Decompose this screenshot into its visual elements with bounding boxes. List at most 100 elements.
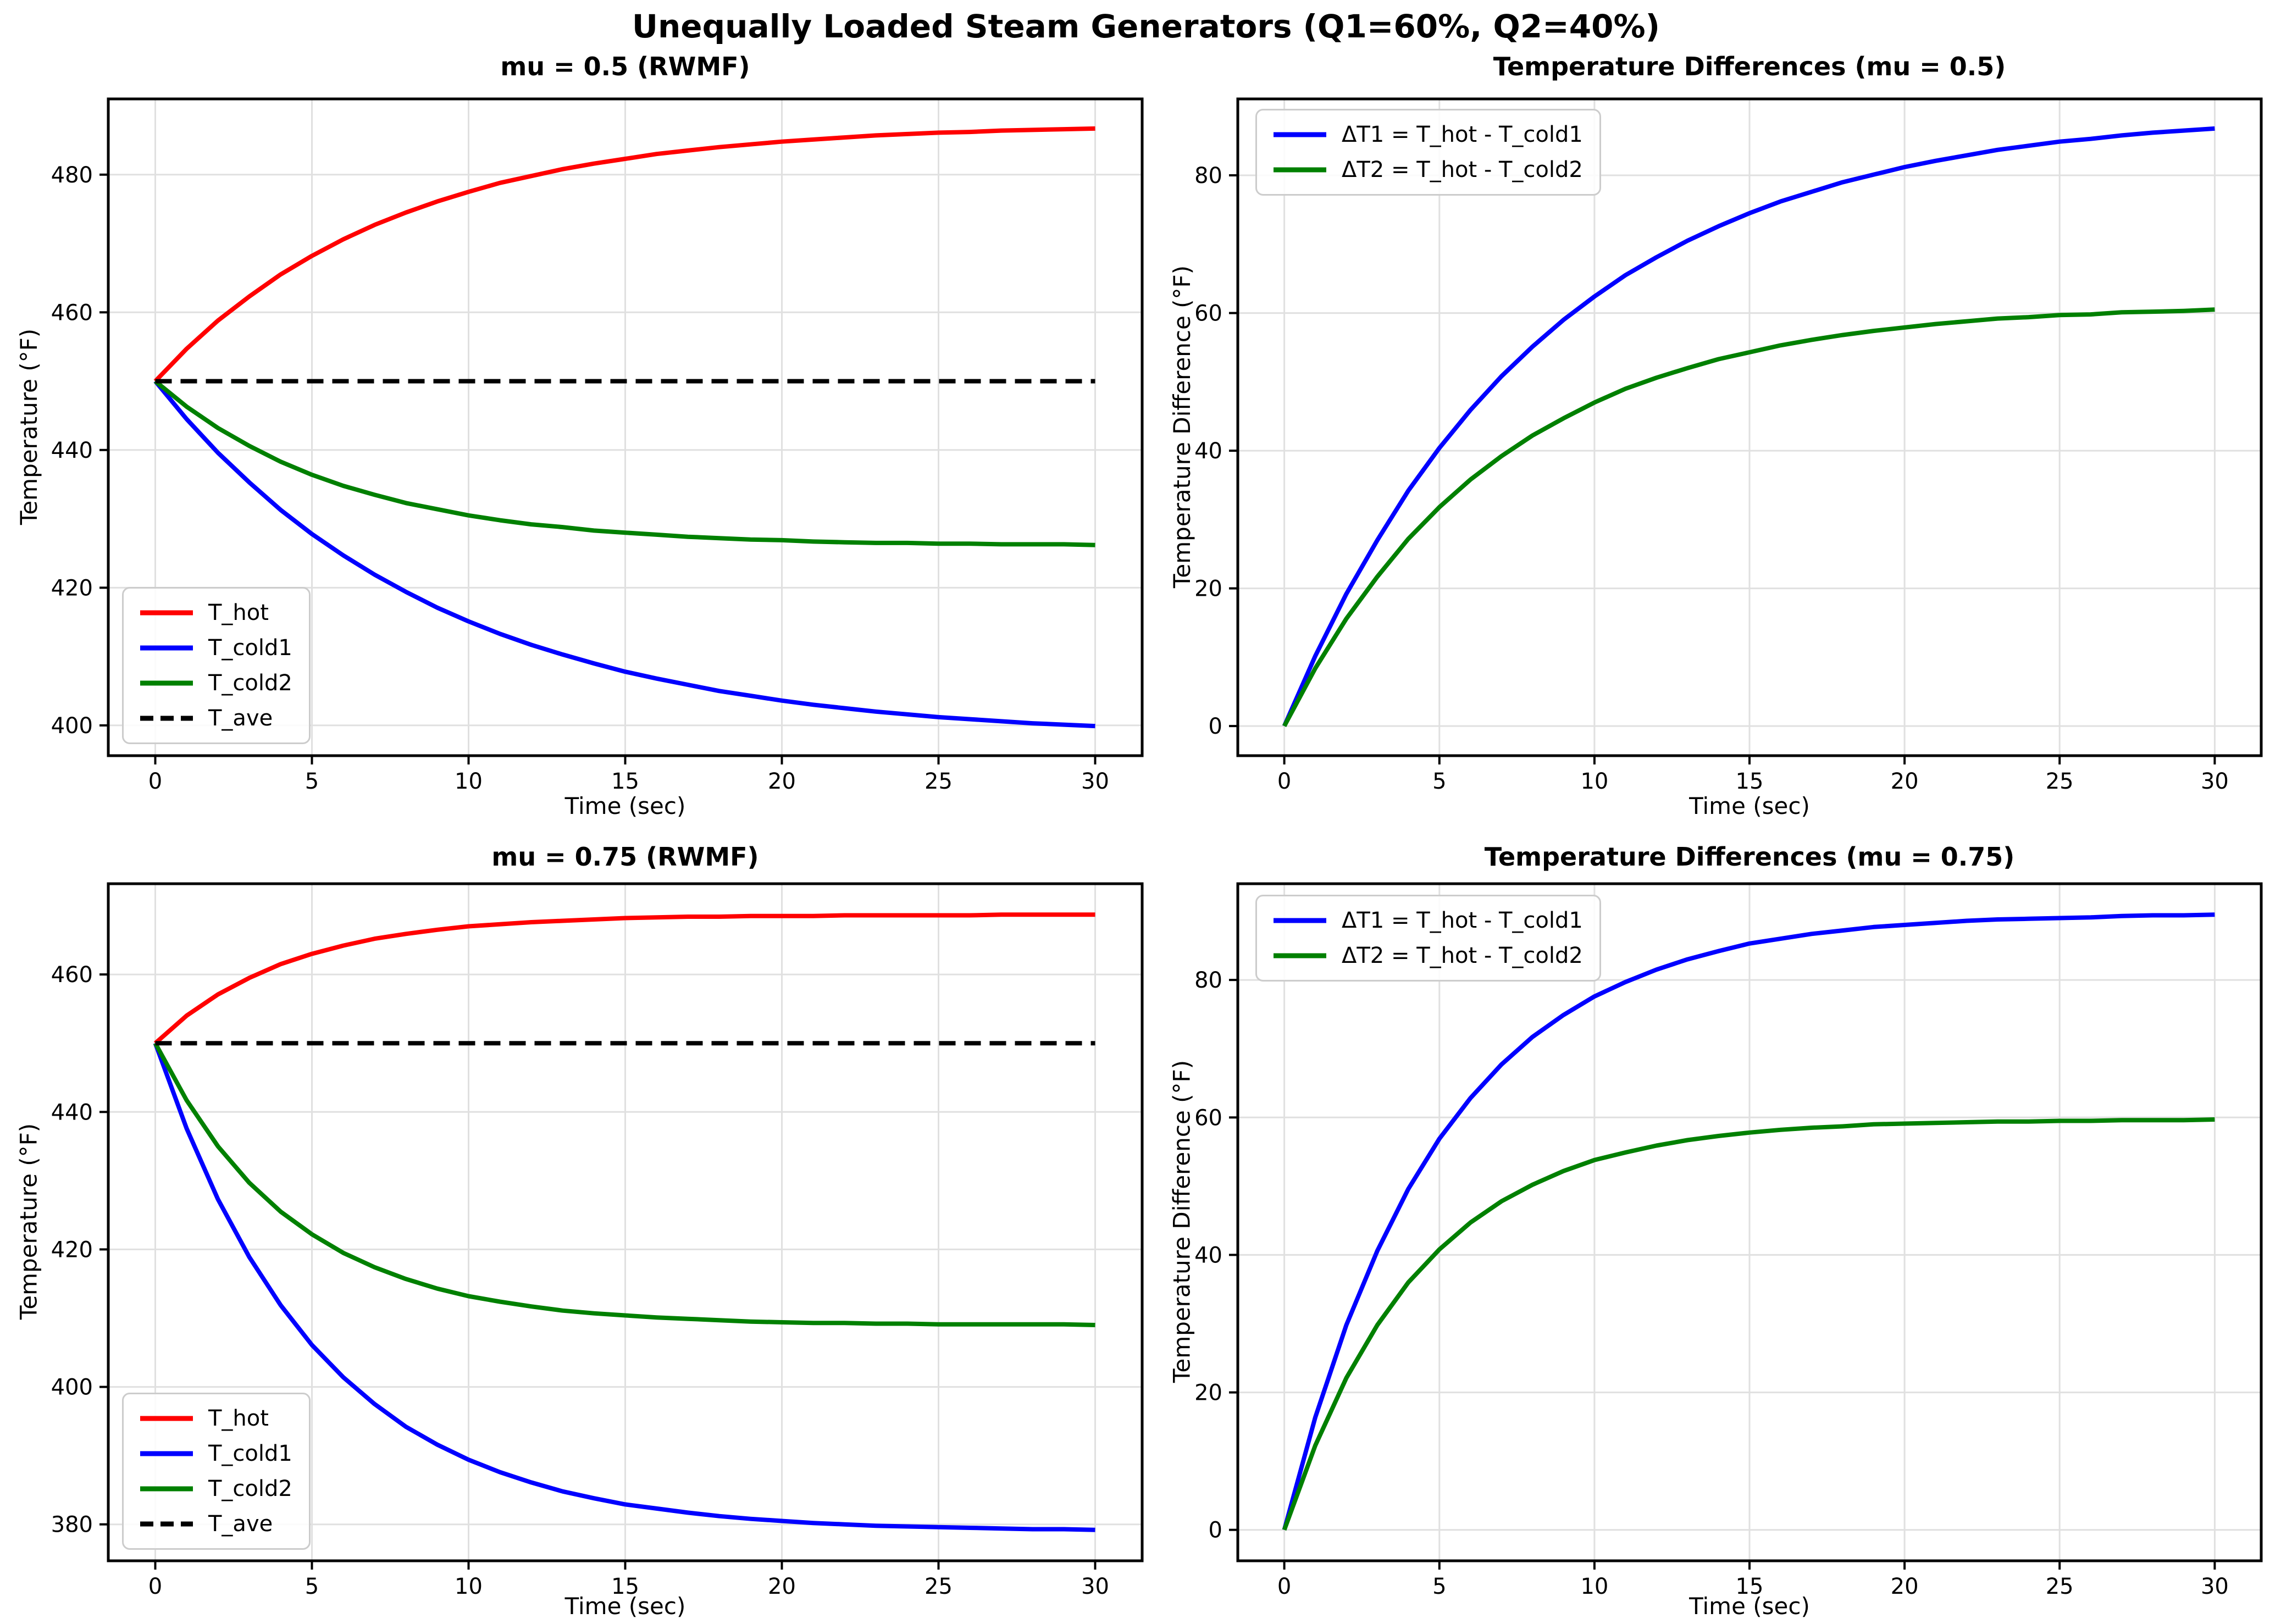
x-tick-label: 10 xyxy=(455,1574,483,1599)
y-tick-label: 40 xyxy=(1194,1243,1222,1268)
curve-t-hot xyxy=(153,126,1095,383)
x-tick-label: 5 xyxy=(305,1574,319,1599)
legend-label: ΔT1 = T_hot - T_cold1 xyxy=(1342,908,1583,933)
xaxis-label-diff-mu075: Time (sec) xyxy=(1689,1593,1810,1620)
legend-label: T_cold2 xyxy=(208,1476,292,1501)
legend-line-sample xyxy=(140,1416,193,1421)
x-tick-label: 25 xyxy=(2046,769,2074,794)
x-tick-label: 15 xyxy=(611,769,639,794)
x-tick-label: 15 xyxy=(611,1574,639,1599)
legend-diff-mu05: ΔT1 = T_hot - T_cold1 ΔT2 = T_hot - T_col… xyxy=(1255,109,1601,196)
x-tick-label: 25 xyxy=(924,769,953,794)
curve-t1-t-hot-t-cold1 xyxy=(1282,126,2215,727)
legend-line-sample xyxy=(140,645,193,651)
curve-t-cold2 xyxy=(153,1042,1095,1327)
legend-line-sample xyxy=(1274,132,1326,137)
x-tick-label: 0 xyxy=(148,769,162,794)
legend-label: ΔT2 = T_hot - T_cold2 xyxy=(1342,943,1583,968)
legend-entry-t2-t-hot-t-cold2: ΔT2 = T_hot - T_cold2 xyxy=(1274,152,1583,187)
xaxis-label-diff-mu05: Time (sec) xyxy=(1689,792,1810,819)
legend-entry-t1-t-hot-t-cold1: ΔT1 = T_hot - T_cold1 xyxy=(1274,117,1583,152)
legend-line-sample xyxy=(140,610,193,616)
y-tick-label: 60 xyxy=(1194,1105,1222,1130)
subplot-title-diff-mu075: Temperature Differences (mu = 0.75) xyxy=(1484,842,2015,872)
legend-entry-t1-t-hot-t-cold1: ΔT1 = T_hot - T_cold1 xyxy=(1274,903,1583,938)
y-tick-label: 80 xyxy=(1194,968,1222,993)
y-tick-label: 20 xyxy=(1194,577,1222,602)
x-tick-label: 25 xyxy=(924,1574,953,1599)
legend-label: ΔT2 = T_hot - T_cold2 xyxy=(1342,157,1583,182)
legend-entry-t-cold1: T_cold1 xyxy=(140,1436,292,1471)
legend-entry-t-ave: T_ave xyxy=(140,1506,292,1542)
yaxis-label-diff-mu05: Temperature Difference (°F) xyxy=(1169,265,1195,589)
x-tick-label: 20 xyxy=(768,1574,796,1599)
subplot-title-mu075: mu = 0.75 (RWMF) xyxy=(491,842,759,872)
y-tick-label: 400 xyxy=(51,713,93,739)
yaxis-label-mu05: Temperature (°F) xyxy=(15,328,42,525)
legend-mu075: T_hot T_cold1 T_cold2 T_ave xyxy=(122,1393,311,1550)
x-tick-label: 30 xyxy=(2201,1574,2229,1599)
legend-label: T_cold2 xyxy=(208,670,292,696)
legend-label: T_ave xyxy=(208,1511,273,1537)
legend-line-sample xyxy=(1274,953,1326,958)
x-tick-label: 20 xyxy=(1891,769,1919,794)
legend-line-sample xyxy=(1274,167,1326,173)
xaxis-label-mu05: Time (sec) xyxy=(564,792,686,819)
curve-t1-t-hot-t-cold1 xyxy=(1282,912,2215,1531)
y-tick-label: 440 xyxy=(51,1100,93,1125)
legend-line-sample xyxy=(1274,918,1326,923)
legend-label: T_ave xyxy=(208,706,273,731)
x-tick-label: 20 xyxy=(768,769,796,794)
y-tick-label: 460 xyxy=(51,300,93,325)
legend-label: T_hot xyxy=(208,1406,269,1431)
curve-t-cold1 xyxy=(153,380,1095,729)
x-tick-label: 0 xyxy=(148,1574,162,1599)
curve-t-cold2 xyxy=(153,379,1095,547)
legend-line-sample xyxy=(140,680,193,686)
yaxis-label-diff-mu075: Temperature Difference (°F) xyxy=(1168,1060,1195,1383)
legend-entry-t-hot: T_hot xyxy=(140,1401,292,1436)
legend-label: T_cold1 xyxy=(208,1441,292,1466)
y-tick-label: 400 xyxy=(51,1375,93,1400)
x-tick-label: 30 xyxy=(1081,769,1109,794)
y-tick-label: 0 xyxy=(1209,714,1222,739)
x-tick-label: 0 xyxy=(1277,769,1291,794)
legend-entry-t-ave: T_ave xyxy=(140,701,292,736)
x-tick-label: 25 xyxy=(2046,1574,2074,1599)
x-tick-label: 20 xyxy=(1891,1574,1919,1599)
subplot-title-mu05: mu = 0.5 (RWMF) xyxy=(500,52,750,81)
x-tick-label: 30 xyxy=(2201,769,2229,794)
legend-entry-t-cold1: T_cold1 xyxy=(140,630,292,666)
subplot-title-diff-mu05: Temperature Differences (mu = 0.5) xyxy=(1493,52,2006,81)
x-tick-label: 10 xyxy=(1580,1574,1608,1599)
y-tick-label: 80 xyxy=(1194,163,1222,189)
y-tick-label: 480 xyxy=(51,163,93,188)
y-tick-label: 380 xyxy=(51,1512,93,1538)
y-tick-label: 420 xyxy=(51,1237,93,1262)
y-tick-label: 440 xyxy=(51,438,93,463)
legend-diff-mu075: ΔT1 = T_hot - T_cold1 ΔT2 = T_hot - T_col… xyxy=(1255,895,1601,982)
legend-label: T_hot xyxy=(208,600,269,625)
yaxis-label-mu075: Temperature (°F) xyxy=(15,1123,42,1320)
legend-label: ΔT1 = T_hot - T_cold1 xyxy=(1342,122,1583,147)
x-tick-label: 0 xyxy=(1277,1574,1291,1599)
y-tick-label: 20 xyxy=(1194,1381,1222,1406)
figure-title: Unequally Loaded Steam Generators (Q1=60… xyxy=(632,8,1660,45)
x-tick-label: 15 xyxy=(1736,769,1764,794)
legend-mu05: T_hot T_cold1 T_cold2 T_ave xyxy=(122,587,311,744)
curve-t2-t-hot-t-cold2 xyxy=(1282,307,2215,727)
legend-entry-t-hot: T_hot xyxy=(140,595,292,630)
xaxis-label-mu075: Time (sec) xyxy=(564,1593,686,1620)
curve-t-hot xyxy=(153,912,1095,1045)
legend-label: T_cold1 xyxy=(208,635,292,661)
x-tick-label: 10 xyxy=(455,769,483,794)
legend-entry-t2-t-hot-t-cold2: ΔT2 = T_hot - T_cold2 xyxy=(1274,938,1583,973)
y-tick-label: 420 xyxy=(51,575,93,601)
y-tick-label: 60 xyxy=(1194,301,1222,326)
legend-entry-t-cold2: T_cold2 xyxy=(140,1471,292,1506)
curve-t2-t-hot-t-cold2 xyxy=(1282,1117,2215,1531)
x-tick-label: 30 xyxy=(1081,1574,1109,1599)
legend-line-sample xyxy=(140,1521,193,1527)
